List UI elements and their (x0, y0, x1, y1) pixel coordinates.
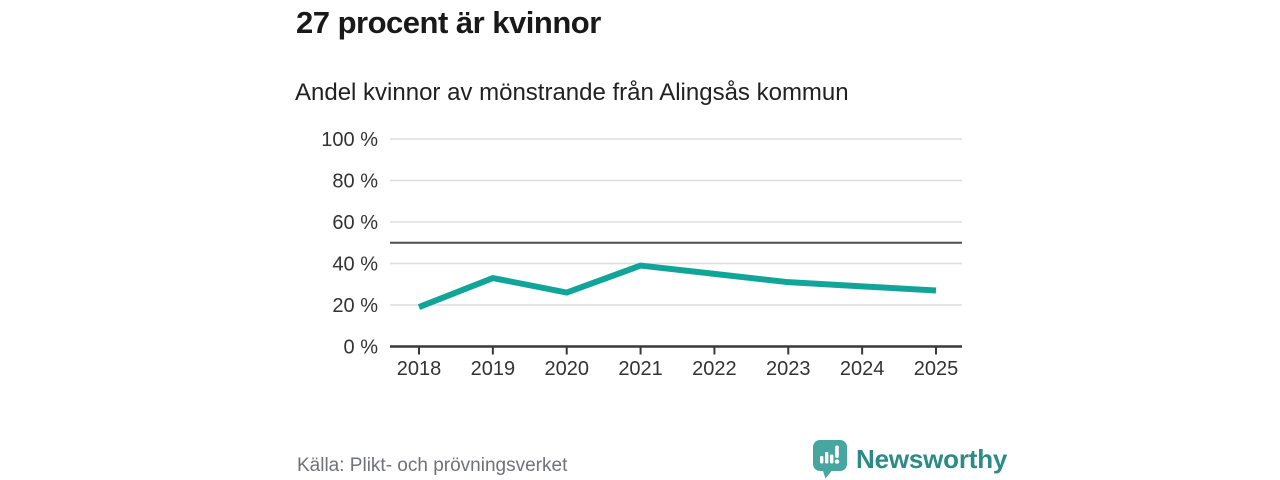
source-caption: Källa: Plikt- och prövningsverket (297, 455, 568, 476)
y-axis-tick-label: 0 % (344, 337, 379, 359)
chart-title: 27 procent är kvinnor (296, 5, 601, 40)
logo-exclamation-stem (835, 445, 839, 458)
logo-bubble (813, 440, 847, 471)
y-axis-tick-label: 80 % (332, 171, 378, 193)
logo-bar-2 (825, 452, 829, 464)
y-axis-tick-label: 20 % (332, 295, 378, 317)
logo-exclamation-dot (834, 459, 840, 464)
x-axis-tick-label: 2018 (397, 358, 442, 380)
x-axis-tick-label: 2023 (766, 358, 811, 380)
logo-bar-3 (830, 454, 834, 464)
x-axis-tick-label: 2022 (692, 358, 737, 380)
y-axis-tick-label: 100 % (321, 129, 378, 151)
newsworthy-logo-icon (813, 440, 847, 479)
y-axis-tick-label: 40 % (332, 254, 378, 276)
logo-bubble-tail (822, 468, 834, 479)
x-axis-tick-label: 2025 (914, 358, 959, 380)
brand-name: Newsworthy (856, 444, 1008, 474)
x-axis-tick-label: 2020 (544, 358, 589, 380)
x-axis-tick-label: 2024 (840, 358, 885, 380)
x-axis-tick-label: 2021 (618, 358, 663, 380)
data-line (417, 262, 937, 310)
x-axis-tick-label: 2019 (471, 358, 516, 380)
newsworthy-brand: Newsworthy (813, 440, 1007, 479)
y-axis-tick-label: 60 % (332, 212, 378, 234)
logo-bar-1 (820, 456, 824, 464)
chart-subtitle: Andel kvinnor av mönstrande från Alingså… (295, 79, 849, 106)
